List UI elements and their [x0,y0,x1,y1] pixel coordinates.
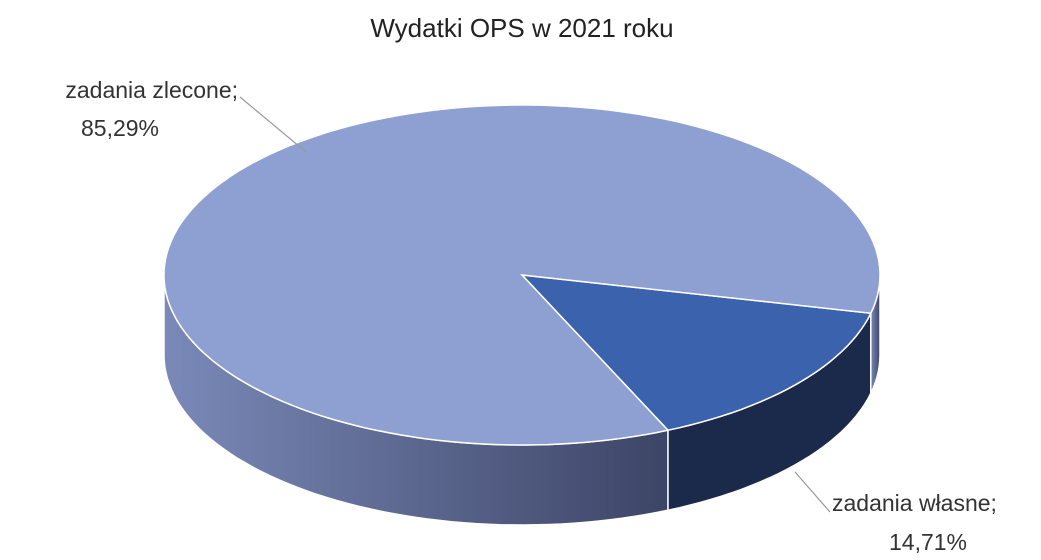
slice-value-label: 14,71% [889,529,967,555]
pie-slice [163,104,881,446]
leader-line [794,471,831,513]
slice-label: zadania własne; [832,490,997,516]
pie-slice [520,274,872,432]
chart-title: Wydatki OPS w 2021 roku [370,13,673,43]
slice-value-label: 85,29% [81,115,159,141]
slice-label: zadania zlecone; [65,77,238,103]
leader-line [239,96,307,153]
